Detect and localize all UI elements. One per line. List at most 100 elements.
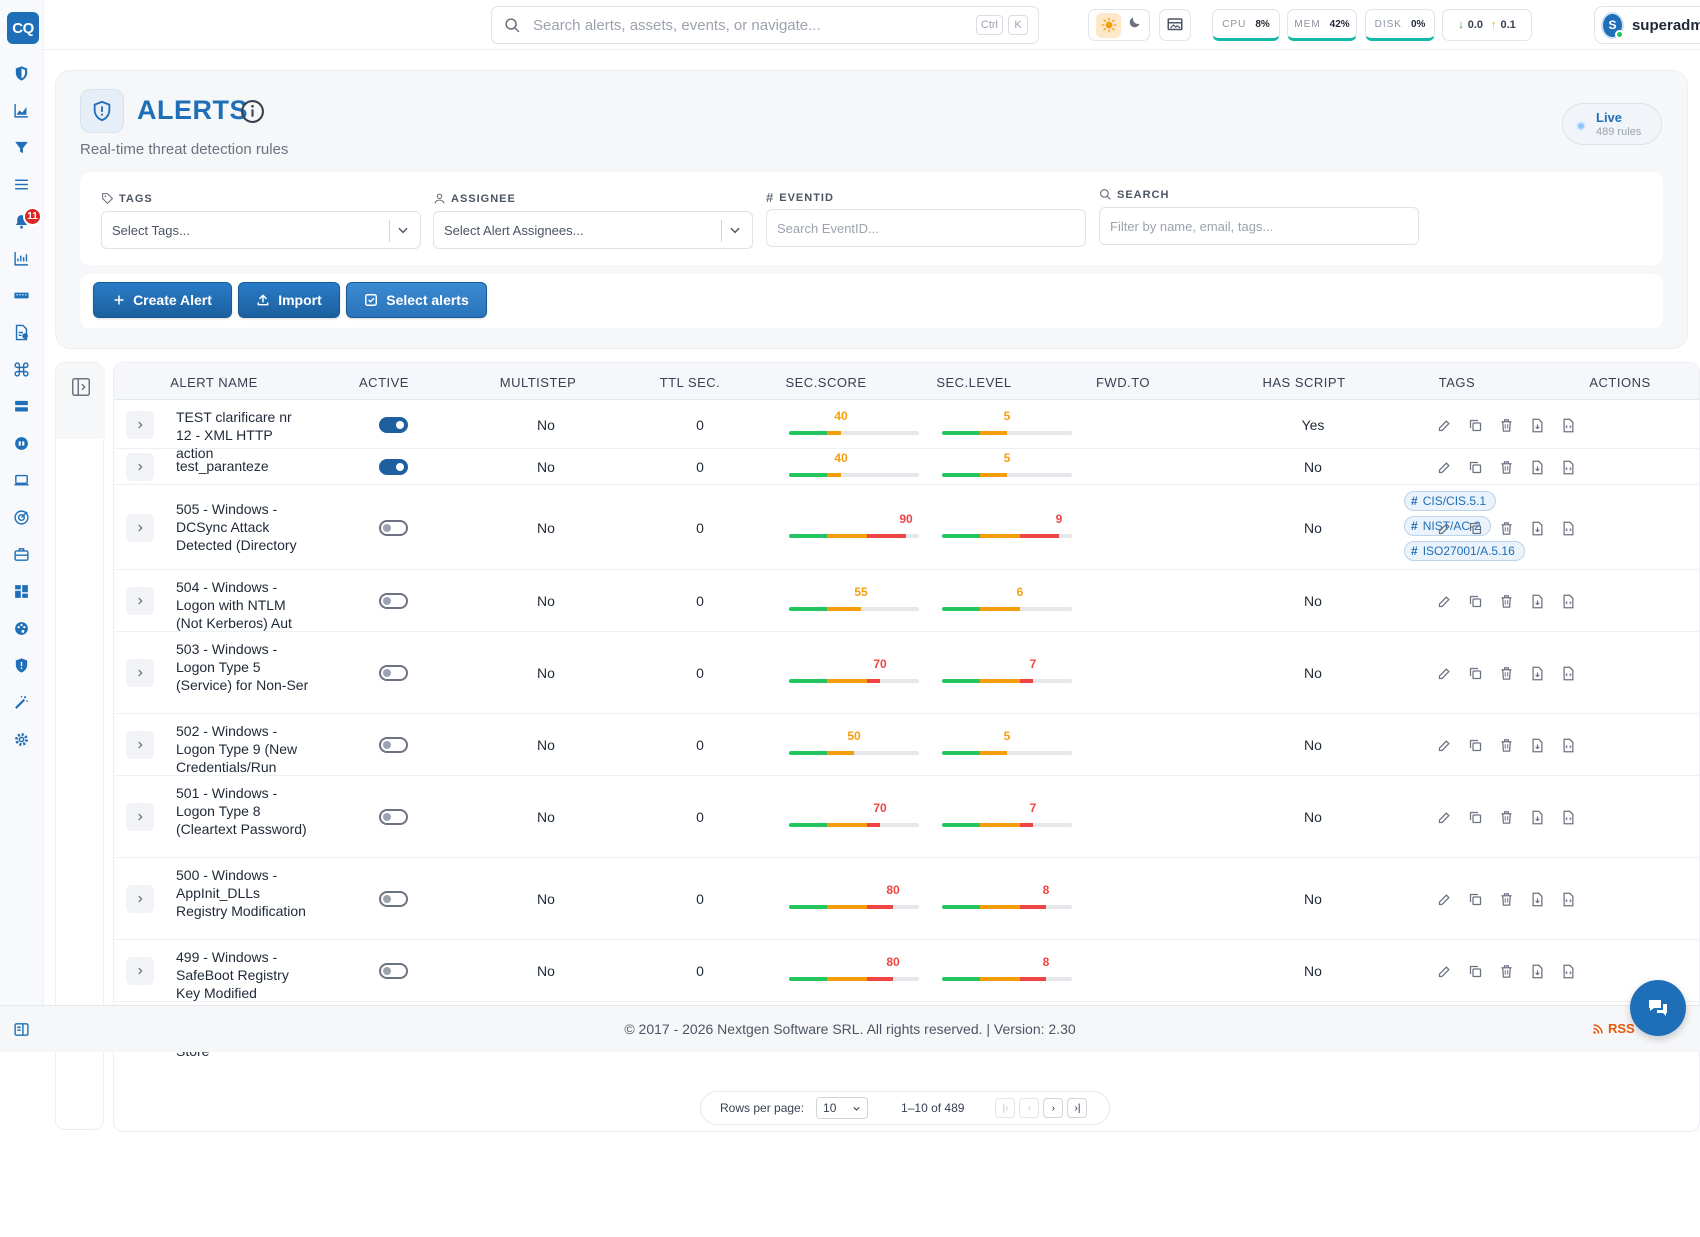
active-toggle[interactable] [379, 809, 408, 825]
table-row[interactable]: 505 - Windows - DCSync Attack Detected (… [114, 485, 1699, 570]
gamepad-icon[interactable] [11, 433, 31, 453]
active-toggle[interactable] [379, 416, 408, 433]
moon-icon[interactable] [1127, 15, 1142, 35]
theme-toggle[interactable] [1088, 9, 1150, 41]
active-toggle[interactable] [379, 519, 408, 536]
user-menu[interactable]: S superadmin [1594, 6, 1700, 44]
sidebar-toggle-icon[interactable] [13, 1021, 30, 1043]
trash-icon[interactable] [1498, 520, 1515, 537]
edit-icon[interactable] [1436, 891, 1453, 908]
avatar[interactable]: S [1601, 11, 1624, 39]
tag-chip[interactable]: # CIS/CIS.5.1 [1404, 491, 1497, 511]
expand-row-button[interactable] [126, 659, 154, 687]
tag-chip[interactable]: # NIST/AC-2 [1404, 516, 1491, 536]
file-code-icon[interactable] [1560, 963, 1577, 980]
alert-name[interactable]: 502 - Windows - Logon Type 9 (New Creden… [176, 723, 298, 775]
alert-name[interactable]: 503 - Windows - Logon Type 5 (Service) f… [176, 641, 309, 693]
image-view-icon[interactable] [1159, 9, 1191, 41]
active-toggle[interactable] [379, 593, 408, 609]
filter-search-field[interactable] [1099, 207, 1419, 245]
file-export-icon[interactable] [1529, 520, 1546, 537]
file-export-icon[interactable] [1529, 891, 1546, 908]
copy-icon[interactable] [1467, 417, 1484, 434]
rows-per-page-select[interactable]: 10 [816, 1097, 869, 1119]
trash-icon[interactable] [1498, 593, 1515, 610]
chevron-down-icon[interactable] [728, 223, 742, 237]
edit-icon[interactable] [1436, 417, 1453, 434]
col-active[interactable]: ACTIVE [359, 375, 409, 390]
alert-name[interactable]: 504 - Windows - Logon with NTLM (Not Ker… [176, 579, 292, 631]
file-code-icon[interactable] [1560, 459, 1577, 476]
file-check-icon[interactable] [11, 322, 31, 342]
table-row[interactable]: 499 - Windows - SafeBoot Registry Key Mo… [114, 940, 1699, 1002]
sun-icon[interactable] [1096, 12, 1121, 38]
col-ttl[interactable]: TTL SEC. [659, 375, 721, 390]
alert-name[interactable]: test_paranteze [176, 458, 269, 474]
expand-row-button[interactable] [126, 885, 154, 913]
trash-icon[interactable] [1498, 891, 1515, 908]
edit-icon[interactable] [1436, 665, 1453, 682]
list-icon[interactable] [11, 174, 31, 194]
col-fwd-to[interactable]: FWD.TO [1095, 375, 1151, 390]
file-export-icon[interactable] [1529, 809, 1546, 826]
storage-icon[interactable] [11, 396, 31, 416]
shield-alert-icon[interactable] [11, 655, 31, 675]
alert-name[interactable]: 505 - Windows - DCSync Attack Detected (… [176, 501, 297, 553]
import-button[interactable]: Import [238, 282, 340, 318]
copy-icon[interactable] [1467, 891, 1484, 908]
file-code-icon[interactable] [1560, 809, 1577, 826]
alert-name[interactable]: 499 - Windows - SafeBoot Registry Key Mo… [176, 949, 289, 1001]
copy-icon[interactable] [1467, 520, 1484, 537]
active-toggle[interactable] [379, 737, 408, 753]
file-code-icon[interactable] [1560, 417, 1577, 434]
edit-icon[interactable] [1436, 593, 1453, 610]
chart-area-icon[interactable] [11, 100, 31, 120]
trash-icon[interactable] [1498, 417, 1515, 434]
file-export-icon[interactable] [1529, 593, 1546, 610]
col-sec-score[interactable]: SEC.SCORE [785, 375, 867, 390]
edit-icon[interactable] [1436, 963, 1453, 980]
tags-select[interactable]: Select Tags... [101, 211, 421, 249]
username[interactable]: superadmin [1631, 16, 1700, 34]
file-code-icon[interactable] [1560, 593, 1577, 610]
gear-icon[interactable] [11, 729, 31, 749]
chart-line-icon[interactable] [11, 248, 31, 268]
copy-icon[interactable] [1467, 459, 1484, 476]
table-row[interactable]: TEST clarificare nr 12 - XML HTTP action… [114, 400, 1699, 461]
chat-button[interactable] [1630, 980, 1686, 1036]
palette-icon[interactable] [11, 618, 31, 638]
file-export-icon[interactable] [1529, 417, 1546, 434]
col-alert-name[interactable]: ALERT NAME [170, 375, 258, 390]
trash-icon[interactable] [1498, 963, 1515, 980]
trash-icon[interactable] [1498, 809, 1515, 826]
col-multistep[interactable]: MULTISTEP [499, 375, 577, 390]
file-export-icon[interactable] [1529, 459, 1546, 476]
file-code-icon[interactable] [1560, 737, 1577, 754]
file-code-icon[interactable] [1560, 891, 1577, 908]
col-sec-level[interactable]: SEC.LEVEL [936, 375, 1012, 390]
next-page-button[interactable]: › [1043, 1098, 1064, 1118]
shield-icon[interactable] [11, 63, 31, 83]
target-icon[interactable] [11, 507, 31, 527]
create-alert-button[interactable]: Create Alert [93, 282, 232, 318]
copy-icon[interactable] [1467, 737, 1484, 754]
briefcase-icon[interactable] [11, 544, 31, 564]
table-row[interactable]: 504 - Windows - Logon with NTLM (Not Ker… [114, 570, 1699, 632]
copy-icon[interactable] [1467, 665, 1484, 682]
edit-icon[interactable] [1436, 520, 1453, 537]
file-code-icon[interactable] [1560, 665, 1577, 682]
expand-panel-icon[interactable] [70, 376, 92, 403]
global-search[interactable]: Ctrl K [491, 6, 1039, 44]
expand-row-button[interactable] [126, 803, 154, 831]
server-rack-icon[interactable] [11, 285, 31, 305]
table-row[interactable]: 500 - Windows - AppInit_DLLs Registry Mo… [114, 858, 1699, 940]
chevron-down-icon[interactable] [396, 223, 410, 237]
expand-row-button[interactable] [126, 731, 154, 759]
funnel-icon[interactable] [11, 137, 31, 157]
rss-link[interactable]: RSS [1592, 1021, 1635, 1036]
copy-icon[interactable] [1467, 593, 1484, 610]
trash-icon[interactable] [1498, 737, 1515, 754]
expand-row-button[interactable] [126, 957, 154, 985]
file-export-icon[interactable] [1529, 665, 1546, 682]
global-search-input[interactable] [533, 16, 976, 34]
